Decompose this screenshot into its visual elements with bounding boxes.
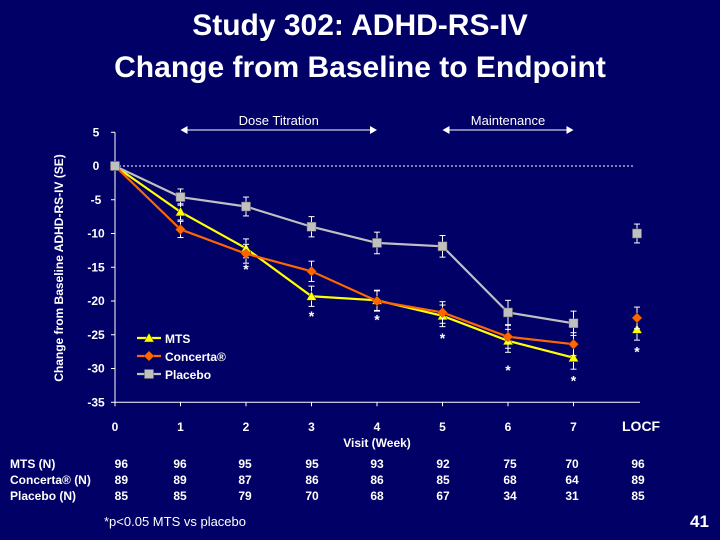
table-cell: 89 [631,473,645,487]
concerta-point [437,307,448,318]
placebo-point [503,307,513,318]
mts-point [175,206,186,217]
x-tick-label: 0 [112,420,119,434]
y-tick-label: 0 [93,159,100,173]
significance-asterisk: * [440,330,446,346]
locf-label: LOCF [622,418,661,434]
significance-asterisk: * [634,343,640,359]
concerta-series-line [114,165,574,346]
dose-titration-label: Dose Titration [239,113,319,128]
table-cell: 93 [370,457,384,471]
y-tick-label: -35 [87,395,105,409]
placebo-point [110,161,120,171]
table-cell: 68 [503,473,517,487]
legend-label-mts: MTS [165,332,190,346]
x-tick-label: 4 [374,420,381,434]
placebo-point [175,192,186,202]
mts-point [306,290,317,301]
dose-titration-arrow-head-right [370,126,377,134]
slide-number: 41 [690,512,709,531]
placebo-series-line [114,165,574,325]
maintenance-arrow-head-right [566,126,574,134]
table-cell: 85 [436,473,450,487]
concerta-point [568,338,579,350]
significance-asterisk: * [309,308,315,324]
y-tick-label: -5 [91,193,102,207]
placebo-point [437,241,448,252]
table-cell: 75 [503,457,517,471]
significance-asterisk: * [374,312,380,328]
table-cell: 92 [436,457,450,471]
maintenance-label: Maintenance [471,113,545,128]
table-cell: 86 [370,473,384,487]
legend-marker-placebo [144,369,154,379]
maintenance-arrow-head-left [442,126,450,134]
table-cell: 89 [114,473,128,487]
table-cell: 96 [173,457,187,471]
table-cell: 64 [565,473,579,487]
concerta-point [502,331,514,343]
table-cell: 85 [631,489,645,503]
y-tick-label: -10 [87,227,105,241]
placebo-point [306,222,317,232]
table-cell: 70 [565,457,579,471]
x-tick-label: 2 [243,420,250,434]
x-axis-label: Visit (Week) [343,436,411,450]
concerta-locf-point [631,312,643,324]
y-tick-label: -20 [87,294,105,308]
legend-label-placebo: Placebo [165,368,211,382]
mts-series-line [114,165,574,359]
concerta-point [306,265,317,277]
table-cell: 70 [305,489,319,503]
table-cell: 34 [503,489,517,503]
table-cell: 87 [238,473,252,487]
concerta-point [175,224,186,235]
table-cell: 96 [631,457,645,471]
footnote: *p<0.05 MTS vs placebo [104,514,246,529]
legend-marker-concerta [143,350,155,362]
table-cell: 67 [436,489,450,503]
dose-titration-arrow-head-left [180,126,188,134]
placebo-point [372,238,382,248]
table-cell: 96 [114,457,128,471]
placebo-point [241,201,251,212]
significance-asterisk: * [571,372,577,388]
row-label-placebo: Placebo (N) [10,489,77,503]
significance-asterisk: * [243,261,249,277]
concerta-point [371,295,383,307]
y-tick-label: -30 [87,362,105,376]
mts-point [568,352,579,362]
x-tick-label: 7 [570,420,577,434]
y-tick-label: -15 [87,260,105,274]
row-label-mts: MTS (N) [10,457,56,471]
table-cell: 86 [305,473,319,487]
table-cell: 89 [173,473,187,487]
table-cell: 68 [370,489,384,503]
table-cell: 85 [114,489,128,503]
x-tick-label: 6 [505,420,512,434]
legend-marker-mts [143,332,155,343]
concerta-point [240,248,252,260]
placebo-point [568,318,579,329]
table-cell: 79 [238,489,252,503]
table-cell: 95 [238,457,252,471]
slide-title-line-2: Change from Baseline to Endpoint [114,51,606,84]
table-cell: 31 [565,489,579,503]
significance-asterisk: * [505,362,511,378]
table-cell: 85 [173,489,187,503]
x-tick-label: 1 [177,420,184,434]
row-label-concerta: Concerta® (N) [10,473,91,487]
placebo-locf-point [632,228,642,239]
x-tick-label: 5 [439,420,446,434]
y-tick-label: -25 [87,328,105,342]
slide-title-line-1: Study 302: ADHD-RS-IV [192,9,528,42]
legend-label-concerta: Concerta® [165,350,226,364]
table-cell: 95 [305,457,319,471]
x-tick-label: 3 [308,420,315,434]
y-tick-label: 5 [93,125,100,139]
